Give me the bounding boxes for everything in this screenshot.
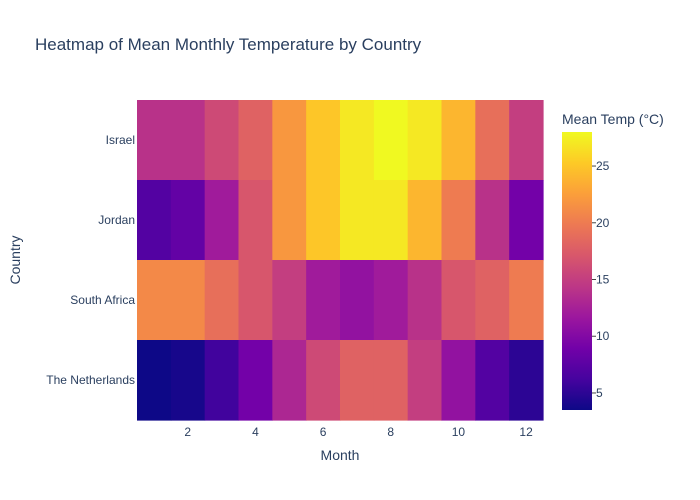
heatmap-cell [272, 100, 307, 181]
colorbar-ticks: 5 10 15 20 25 [592, 159, 610, 400]
x-axis-title: Month [321, 447, 360, 463]
y-axis-title: Country [7, 235, 23, 284]
colorbar-tick-label: 25 [596, 159, 610, 173]
y-tick-label: Israel [106, 133, 135, 147]
heatmap-cell [407, 340, 443, 421]
heatmap-cell [170, 180, 206, 261]
heatmap-cell [340, 340, 375, 421]
x-tick-label: 12 [519, 425, 533, 439]
x-tick-label: 4 [252, 425, 259, 439]
heatmap-cell [272, 340, 307, 421]
heatmap-cell [238, 100, 273, 181]
heatmap-cell [475, 180, 510, 261]
colorbar-tick-label: 20 [596, 216, 610, 230]
colorbar-tick-label: 5 [596, 386, 603, 400]
heatmap-cell [272, 260, 307, 341]
heatmap-cell [373, 100, 409, 181]
heatmap-cell [272, 180, 307, 261]
colorbar-tick-label: 10 [596, 329, 610, 343]
heatmap-cell [407, 260, 443, 341]
y-axis-ticks: Israel Jordan South Africa The Netherlands [46, 133, 135, 387]
heatmap-cell [509, 100, 544, 181]
heatmap-cell [441, 180, 476, 261]
heatmap-cell [170, 340, 206, 421]
heatmap-cell [407, 100, 443, 181]
heatmap-cell [373, 180, 409, 261]
chart-title: Heatmap of Mean Monthly Temperature by C… [35, 35, 422, 54]
colorbar-title: Mean Temp (°C) [562, 111, 664, 127]
heatmap-cell [475, 340, 510, 421]
heatmap-cell [475, 100, 510, 181]
y-tick-label: Jordan [98, 213, 135, 227]
heatmap-cell [441, 260, 476, 341]
heatmap-cell [509, 340, 544, 421]
heatmap-cells [137, 100, 544, 421]
heatmap-cell [373, 340, 409, 421]
heatmap-cell [204, 100, 240, 181]
heatmap-cell [340, 100, 375, 181]
heatmap-cell [137, 260, 172, 341]
heatmap-cell [441, 100, 476, 181]
heatmap-cell [373, 260, 409, 341]
x-axis-ticks: 2 4 6 8 10 12 [184, 425, 533, 439]
heatmap-cell [509, 180, 544, 261]
heatmap-cell [306, 180, 341, 261]
heatmap-cell [509, 260, 544, 341]
heatmap-cell [137, 180, 172, 261]
x-tick-label: 10 [452, 425, 466, 439]
heatmap-cell [238, 260, 273, 341]
colorbar-gradient [562, 132, 592, 410]
heatmap-cell [204, 340, 240, 421]
heatmap-cell [137, 100, 172, 181]
y-tick-label: The Netherlands [46, 373, 135, 387]
heatmap-cell [306, 260, 341, 341]
y-tick-label: South Africa [70, 293, 135, 307]
heatmap-cell [475, 260, 510, 341]
heatmap-cell [340, 180, 375, 261]
heatmap-cell [238, 340, 273, 421]
x-tick-label: 6 [320, 425, 327, 439]
x-tick-label: 2 [184, 425, 191, 439]
colorbar-tick-label: 15 [596, 273, 610, 287]
heatmap-cell [170, 100, 206, 181]
heatmap-cell [204, 180, 240, 261]
x-tick-label: 8 [387, 425, 394, 439]
heatmap-cell [441, 340, 476, 421]
heatmap-cell [340, 260, 375, 341]
heatmap-cell [170, 260, 206, 341]
heatmap-cell [306, 340, 341, 421]
heatmap-cell [238, 180, 273, 261]
heatmap-cell [407, 180, 443, 261]
heatmap-cell [137, 340, 172, 421]
colorbar: Mean Temp (°C) 5 10 15 20 25 [562, 111, 664, 410]
heatmap-cell [204, 260, 240, 341]
heatmap-cell [306, 100, 341, 181]
